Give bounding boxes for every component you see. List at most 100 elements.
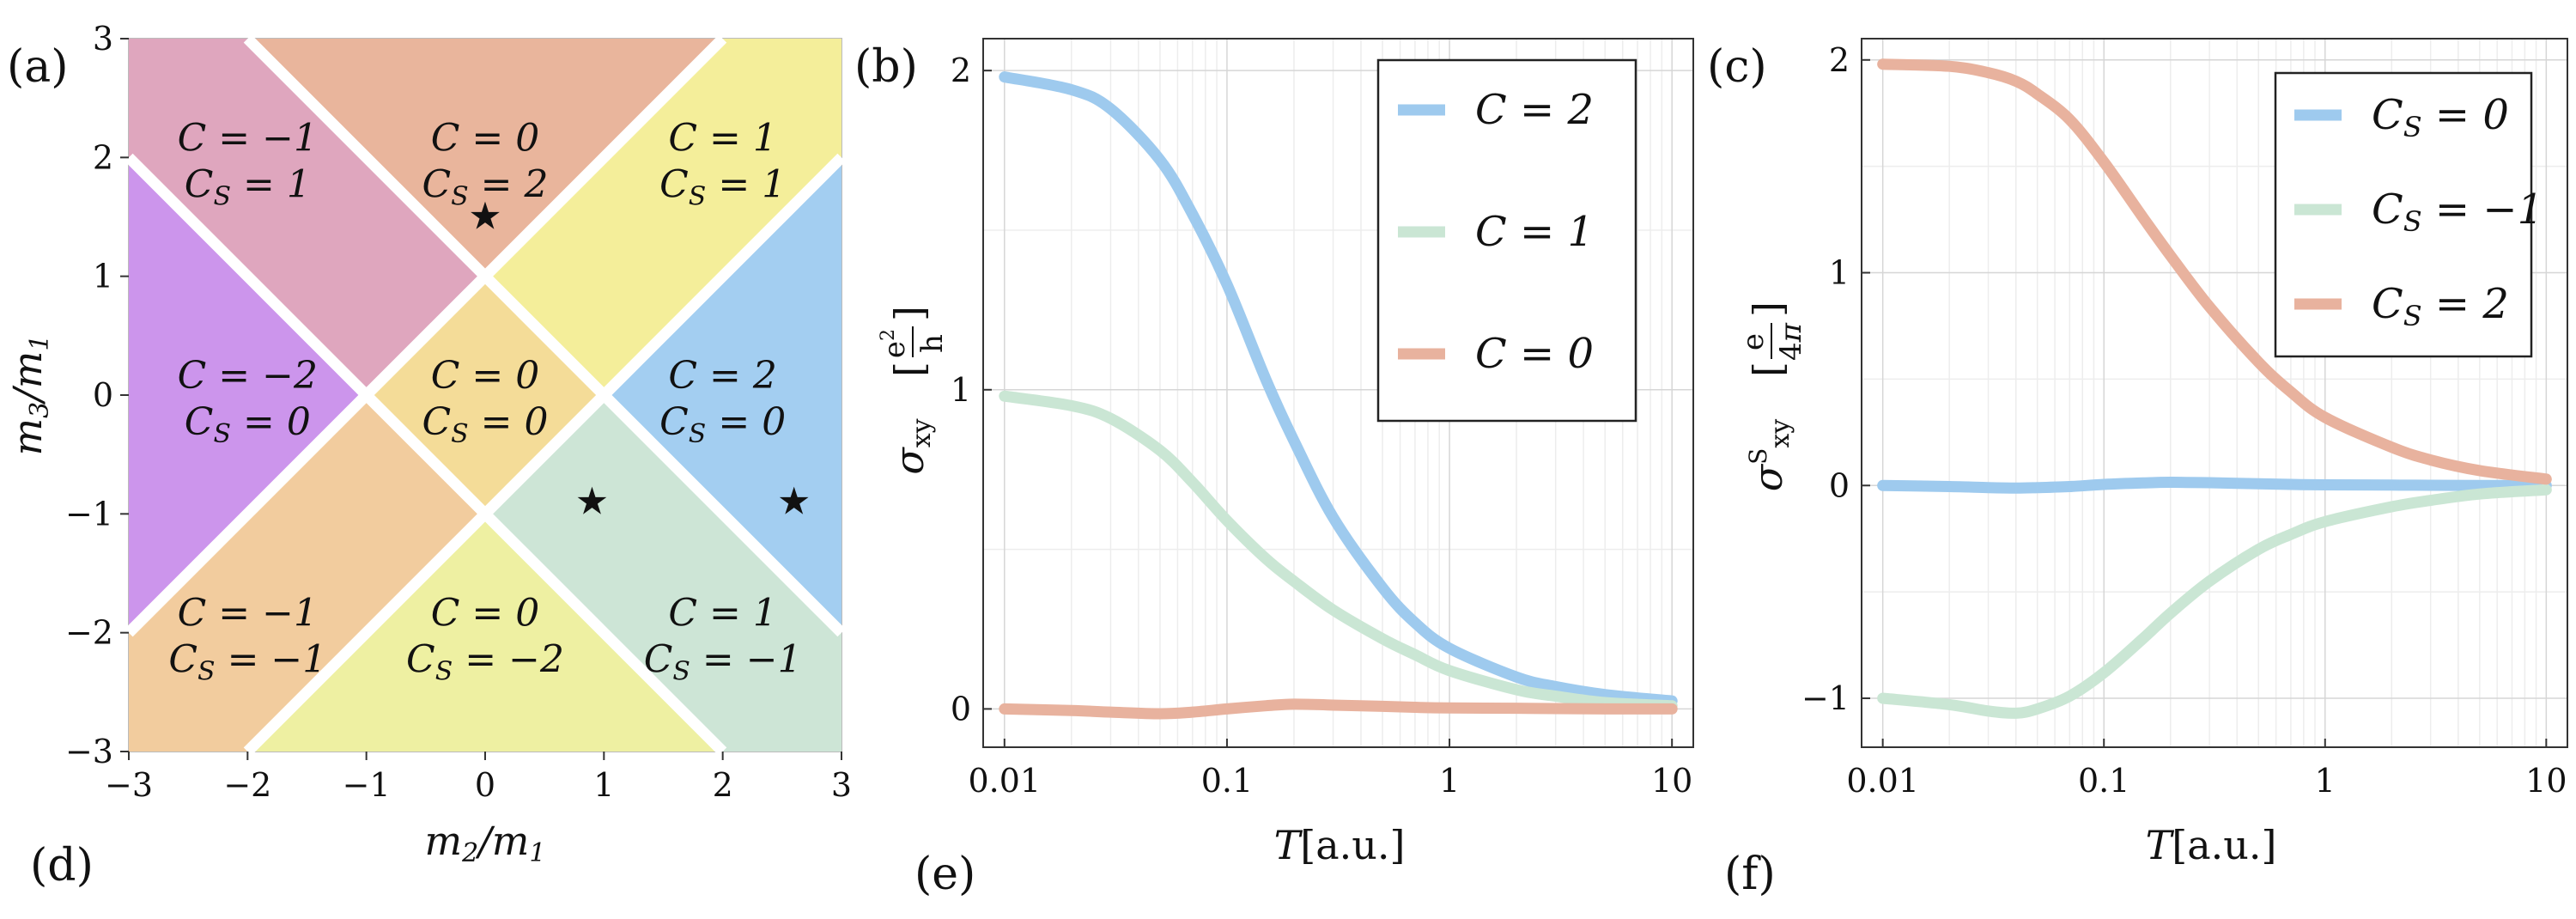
y-tick-label: 0 <box>93 376 113 414</box>
y-tick-label: 0 <box>951 690 971 727</box>
phase-region-labels: C = −1CS = 1C = 0CS = 2C = 1CS = 1C = −2… <box>168 116 801 686</box>
phase-chern-label: C = −2 <box>178 354 318 398</box>
chart-b-legend: C = 2 C = 1 C = 0 <box>1376 58 1637 423</box>
panel-label-c: (c) <box>1707 41 1767 93</box>
legend-entry: CS = 2 <box>2372 280 2509 332</box>
chart-b-ticks: 0.01 0.1 1 10 0 1 2 <box>951 52 1693 800</box>
y-tick-label: 2 <box>1829 41 1850 79</box>
phase-markers: ★ ★ ★ <box>468 195 811 524</box>
phase-boundary <box>481 509 727 756</box>
x-tick-label: 0 <box>475 766 495 804</box>
chart-c-frame <box>1861 38 2568 748</box>
y-tick-label: −3 <box>65 733 113 770</box>
y-tick-label: 3 <box>93 20 113 58</box>
phase-boundary <box>599 153 846 399</box>
phase-chern-label: C = 0 <box>431 354 540 398</box>
charge-hall-conductivity-chart: 0.01 0.1 1 10 0 1 2 T[a.u.] σxy [ e2 h ] C = 2… <box>878 38 1694 868</box>
series-line <box>999 390 1678 712</box>
chart-c-ticks: 0.01 0.1 1 10 −1 0 1 2 <box>1801 41 2567 800</box>
phase-chern-label: C = −1 <box>178 116 318 160</box>
chart-b-frame <box>982 38 1694 748</box>
phase-chern-label: C = 1 <box>668 592 777 636</box>
series-line <box>1877 484 2552 719</box>
x-tick-label: 3 <box>831 766 852 804</box>
phase-chern-label: C = 0 <box>431 592 540 636</box>
x-tick-label: −1 <box>343 766 391 804</box>
phase-spin-chern-label: CS = 0 <box>185 400 311 449</box>
chart-b-series <box>999 71 1678 720</box>
y-tick-label: −1 <box>1801 679 1850 717</box>
y-tick-label: 2 <box>951 52 971 89</box>
svg-text:[: [ <box>886 362 933 377</box>
svg-text:σxy: σxy <box>886 418 937 474</box>
y-tick-label: 2 <box>93 138 113 176</box>
svg-text:4π: 4π <box>1774 322 1808 361</box>
panel-label-e: (e) <box>914 849 975 900</box>
phase-boundary <box>481 34 727 281</box>
svg-text:σSxy: σSxy <box>1744 419 1795 492</box>
phase-boundary <box>243 509 489 756</box>
panel-label-d: (d) <box>30 840 94 892</box>
series-line <box>999 698 1678 720</box>
x-tick-label: 0.1 <box>2078 762 2129 800</box>
x-tick-label: 0.01 <box>1846 762 1919 800</box>
x-tick-label: 0.01 <box>969 762 1042 800</box>
y-tick-label: 1 <box>1829 254 1850 292</box>
chart-b-y-axis-label: σxy [ e2 h ] <box>878 306 950 475</box>
x-tick-label: −3 <box>105 766 153 804</box>
star-marker: ★ <box>575 480 609 524</box>
phase-boundary <box>599 391 846 637</box>
phase-boundary <box>481 272 608 399</box>
phase-spin-chern-label: CS = 0 <box>659 400 786 449</box>
phase-boundary <box>481 391 608 518</box>
phase-boundary <box>362 272 489 399</box>
y-tick-label: 1 <box>951 371 971 409</box>
phase-spin-chern-label: CS = 1 <box>185 162 311 211</box>
series-line <box>1877 58 2552 485</box>
phase-region <box>129 39 485 395</box>
spin-hall-conductivity-chart: 0.01 0.1 1 10 −1 0 1 2 T[a.u.] σSxy [ e 4π ] CS… <box>1736 38 2568 868</box>
svg-text:e2: e2 <box>878 329 912 358</box>
panel-label-b: (b) <box>854 41 918 93</box>
phase-boundary <box>362 391 489 518</box>
phase-chern-label: C = 1 <box>668 116 777 160</box>
legend-entry: C = 1 <box>1475 208 1594 256</box>
phase-region <box>247 514 723 752</box>
phase-region <box>129 395 485 752</box>
phase-region <box>129 157 367 633</box>
phase-spin-chern-label: CS = −1 <box>168 638 326 687</box>
chart-b-legend-box <box>1376 58 1637 423</box>
legend-entry: CS = −1 <box>2372 186 2543 238</box>
svg-text:[: [ <box>1745 362 1791 377</box>
panel-label-a: (a) <box>7 41 69 93</box>
x-tick-label: 1 <box>593 766 614 804</box>
phase-chern-label: C = 0 <box>431 116 540 160</box>
x-tick-label: 1 <box>1439 762 1460 800</box>
phase-spin-chern-label: CS = 2 <box>422 162 548 211</box>
x-tick-label: 0.1 <box>1201 762 1253 800</box>
svg-text:]: ] <box>1745 301 1791 317</box>
phase-x-axis-label: m2/m1 <box>425 818 546 868</box>
phase-chern-label: C = −1 <box>178 592 318 636</box>
phase-boundary <box>125 391 371 637</box>
svg-text:]: ] <box>886 306 933 321</box>
svg-text:h: h <box>915 334 950 353</box>
phase-regions <box>125 34 846 756</box>
legend-entry: C = 0 <box>1475 330 1594 378</box>
phase-spin-chern-label: CS = 0 <box>422 400 548 449</box>
legend-entry: C = 2 <box>1475 86 1594 134</box>
y-tick-label: −1 <box>65 495 113 533</box>
chart-c-y-axis-label: σSxy [ e 4π ] <box>1736 301 1808 491</box>
series-line <box>999 71 1678 707</box>
svg-text:e: e <box>1736 333 1771 350</box>
chart-c-series <box>1877 58 2552 719</box>
x-tick-label: 10 <box>1651 762 1692 800</box>
phase-region <box>604 157 841 633</box>
phase-spin-chern-label: CS = −1 <box>644 638 802 687</box>
y-tick-label: −2 <box>65 614 113 652</box>
chart-c-x-axis-label: T[a.u.] <box>2146 822 2277 868</box>
phase-boundary <box>243 34 489 281</box>
phase-region <box>485 395 841 752</box>
x-tick-label: 2 <box>713 766 733 804</box>
